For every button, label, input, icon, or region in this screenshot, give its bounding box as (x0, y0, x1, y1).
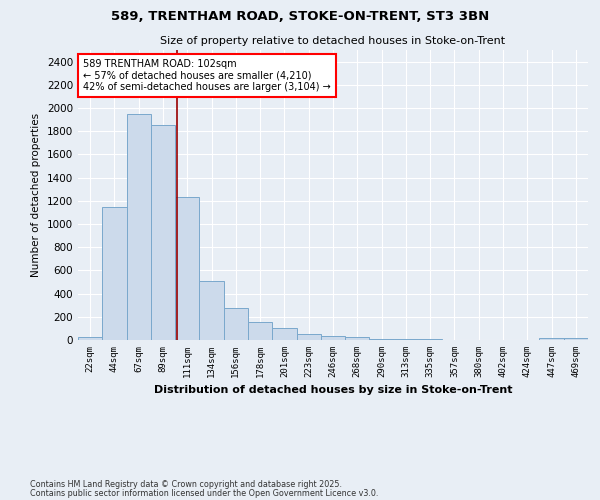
Bar (248, 322, 272, 340)
Bar (78, 338, 102, 340)
Bar (564, 338, 588, 340)
Bar (224, 308, 248, 340)
Bar (370, 339, 394, 340)
Bar (272, 328, 296, 340)
Title: Size of property relative to detached houses in Stoke-on-Trent: Size of property relative to detached ho… (160, 36, 506, 46)
Bar (127, 114, 151, 340)
Bar (199, 281, 224, 340)
Bar (394, 339, 418, 340)
Text: 589 TRENTHAM ROAD: 102sqm
← 57% of detached houses are smaller (4,210)
42% of se: 589 TRENTHAM ROAD: 102sqm ← 57% of detac… (83, 58, 331, 92)
Bar (175, 198, 199, 340)
Text: Contains HM Land Registry data © Crown copyright and database right 2025.: Contains HM Land Registry data © Crown c… (30, 480, 342, 489)
X-axis label: Distribution of detached houses by size in Stoke-on-Trent: Distribution of detached houses by size … (154, 386, 512, 396)
Bar (102, 206, 127, 340)
Bar (345, 337, 370, 340)
Text: Contains public sector information licensed under the Open Government Licence v3: Contains public sector information licen… (30, 488, 379, 498)
Text: 589, TRENTHAM ROAD, STOKE-ON-TRENT, ST3 3BN: 589, TRENTHAM ROAD, STOKE-ON-TRENT, ST3 … (111, 10, 489, 23)
Bar (151, 126, 175, 340)
Bar (321, 336, 345, 340)
Y-axis label: Number of detached properties: Number of detached properties (31, 113, 41, 277)
Bar (539, 338, 564, 340)
Bar (296, 334, 321, 340)
